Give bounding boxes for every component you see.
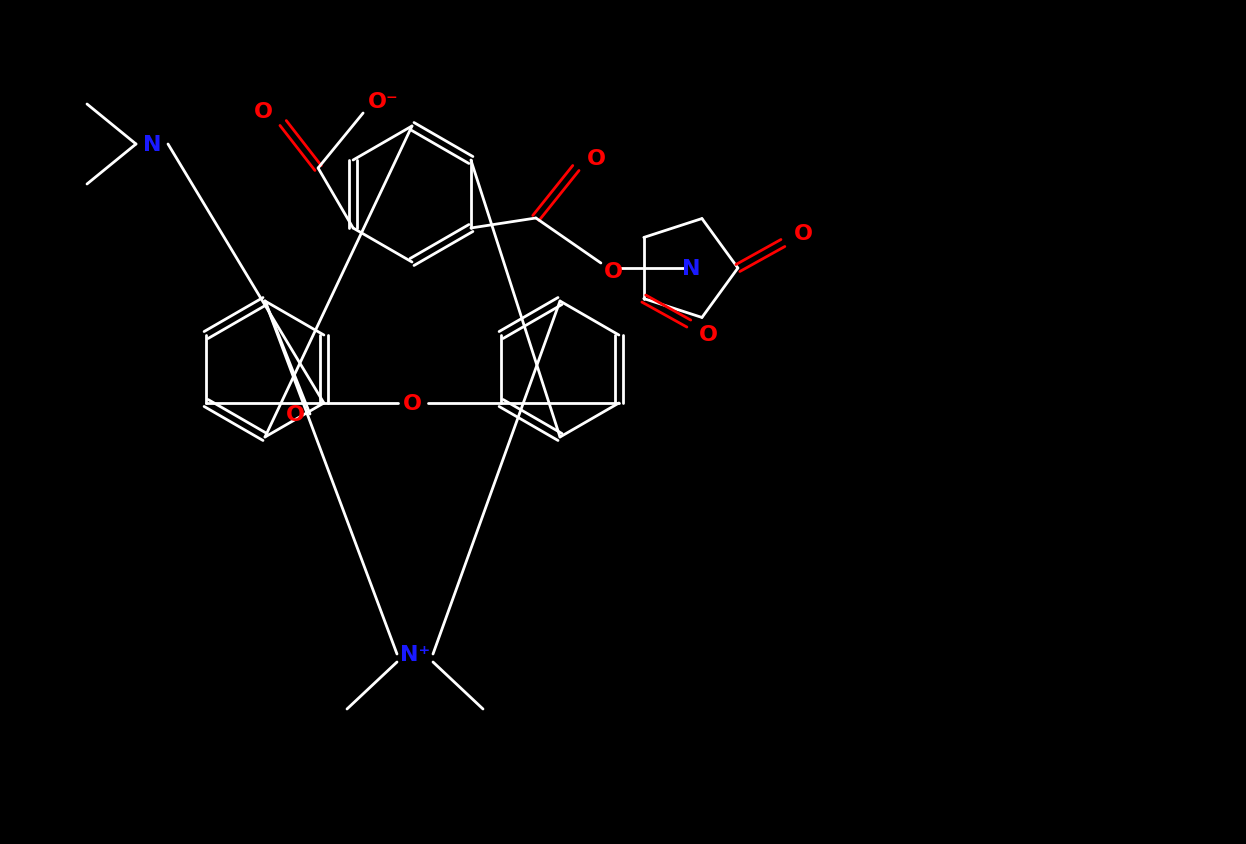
Text: O: O — [285, 404, 304, 425]
Text: O: O — [587, 149, 606, 169]
Text: O: O — [402, 393, 422, 414]
Text: O: O — [603, 262, 623, 282]
Text: N: N — [143, 135, 161, 154]
Text: O⁻: O⁻ — [368, 92, 399, 112]
Text: N: N — [682, 259, 700, 279]
Text: O: O — [699, 324, 719, 344]
Text: O: O — [254, 102, 273, 122]
Text: O: O — [794, 224, 812, 244]
Text: N⁺: N⁺ — [400, 644, 430, 664]
